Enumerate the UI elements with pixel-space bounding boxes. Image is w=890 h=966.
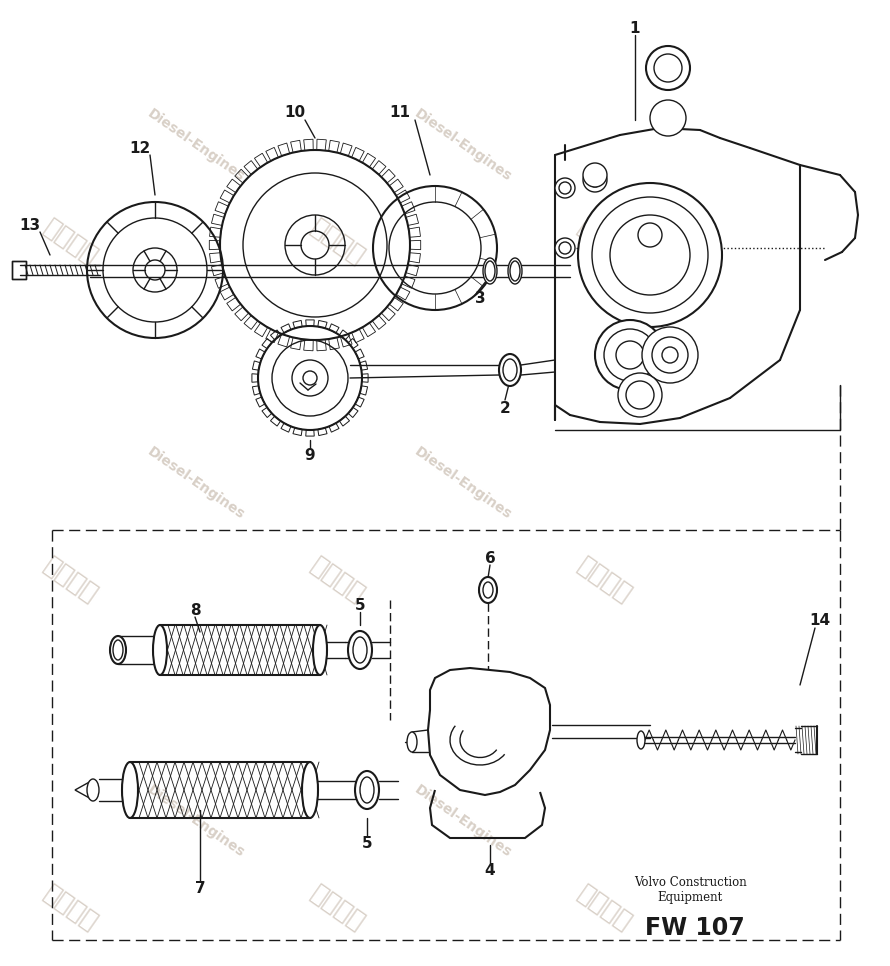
- Circle shape: [595, 320, 665, 390]
- Ellipse shape: [87, 779, 99, 801]
- Text: Diesel-Engines: Diesel-Engines: [411, 782, 514, 860]
- Circle shape: [583, 168, 607, 192]
- Ellipse shape: [302, 762, 318, 818]
- Circle shape: [618, 373, 662, 417]
- Text: 紧发动力: 紧发动力: [40, 214, 102, 269]
- Text: 4: 4: [485, 863, 496, 877]
- Circle shape: [646, 46, 690, 90]
- Text: 5: 5: [361, 836, 372, 850]
- Text: Diesel-Engines: Diesel-Engines: [411, 444, 514, 522]
- Polygon shape: [75, 780, 93, 800]
- Text: FW 107: FW 107: [645, 916, 745, 940]
- Circle shape: [583, 163, 607, 187]
- Text: 9: 9: [304, 447, 315, 463]
- Circle shape: [578, 183, 722, 327]
- Text: Diesel-Engines: Diesel-Engines: [144, 106, 247, 184]
- Text: 紧发动力: 紧发动力: [307, 214, 369, 269]
- Text: 12: 12: [129, 140, 150, 156]
- Text: 5: 5: [355, 598, 365, 612]
- Ellipse shape: [110, 636, 126, 664]
- Circle shape: [642, 327, 698, 383]
- Circle shape: [638, 223, 662, 247]
- Ellipse shape: [348, 631, 372, 669]
- Text: 紧发动力: 紧发动力: [40, 553, 102, 607]
- Text: 1: 1: [630, 20, 640, 36]
- Ellipse shape: [355, 771, 379, 809]
- Circle shape: [555, 178, 575, 198]
- Text: 6: 6: [485, 551, 496, 565]
- Text: Volvo Construction
Equipment: Volvo Construction Equipment: [634, 876, 747, 904]
- Ellipse shape: [508, 258, 522, 284]
- Text: 7: 7: [195, 880, 206, 895]
- Bar: [12, 261, 26, 279]
- Circle shape: [650, 100, 686, 136]
- Text: 11: 11: [390, 104, 410, 120]
- Text: 10: 10: [285, 104, 305, 120]
- Text: 紧发动力: 紧发动力: [307, 553, 369, 607]
- Ellipse shape: [153, 625, 167, 675]
- Ellipse shape: [407, 732, 417, 752]
- Text: 紧发动力: 紧发动力: [574, 214, 636, 269]
- Text: 3: 3: [474, 291, 485, 305]
- Ellipse shape: [479, 577, 497, 603]
- Ellipse shape: [499, 354, 521, 386]
- Polygon shape: [428, 668, 550, 795]
- Ellipse shape: [122, 762, 138, 818]
- Circle shape: [555, 238, 575, 258]
- Text: 13: 13: [20, 217, 41, 233]
- Text: 紧发动力: 紧发动力: [40, 881, 102, 935]
- Text: 8: 8: [190, 603, 200, 617]
- Text: 紧发动力: 紧发动力: [574, 553, 636, 607]
- Text: 2: 2: [499, 401, 510, 415]
- Ellipse shape: [483, 258, 497, 284]
- Ellipse shape: [637, 731, 645, 749]
- Text: Diesel-Engines: Diesel-Engines: [144, 782, 247, 860]
- Text: 紧发动力: 紧发动力: [574, 881, 636, 935]
- Text: 紧发动力: 紧发动力: [307, 881, 369, 935]
- Text: Diesel-Engines: Diesel-Engines: [144, 444, 247, 522]
- Text: Diesel-Engines: Diesel-Engines: [411, 106, 514, 184]
- Ellipse shape: [313, 625, 327, 675]
- Text: 14: 14: [809, 612, 830, 628]
